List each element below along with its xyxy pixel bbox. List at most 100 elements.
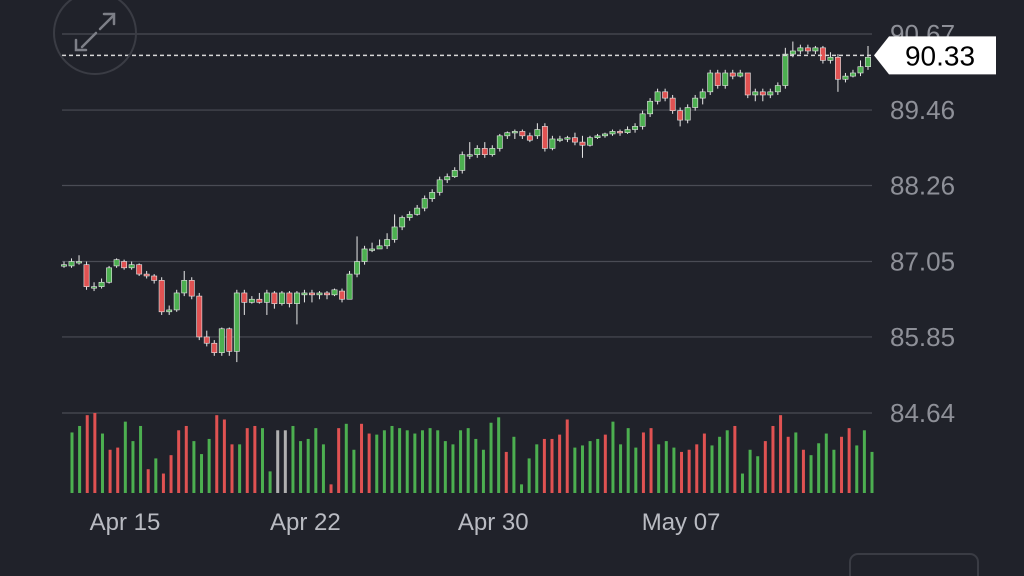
volume-bar (710, 445, 714, 493)
candle (564, 135, 571, 143)
volume-bar (794, 432, 798, 493)
volume-bar (520, 484, 524, 493)
volume-bar (489, 422, 493, 493)
volume-bar (375, 434, 379, 493)
volume-bar (139, 425, 143, 493)
candle (474, 145, 481, 158)
candle (865, 45, 871, 70)
volume-bar (809, 455, 813, 493)
candle (226, 327, 233, 356)
candle (684, 104, 691, 124)
x-tick-label: Apr 15 (90, 509, 161, 536)
candle (339, 288, 345, 303)
candle (361, 245, 368, 265)
volume-bar (184, 425, 188, 493)
candle (767, 88, 774, 99)
range-selector-button[interactable] (849, 553, 979, 576)
volume-bar (801, 449, 805, 493)
expand-button[interactable] (53, 0, 137, 75)
volume-bar (253, 425, 257, 493)
candle (526, 132, 533, 143)
candle (624, 126, 631, 134)
candle (384, 233, 391, 249)
volume-bar (580, 445, 584, 493)
candle (376, 239, 383, 250)
volume-bar (641, 432, 645, 493)
candle (256, 292, 263, 304)
candle (617, 129, 623, 136)
volume-bar (542, 438, 546, 493)
volume-bar (748, 449, 752, 493)
volume-bar (779, 415, 783, 493)
candle (211, 340, 218, 356)
volume-bar (718, 436, 722, 493)
volume-bar (443, 441, 447, 493)
candle (113, 258, 120, 268)
candle (278, 291, 285, 306)
candle (331, 288, 338, 297)
volume-bar (535, 444, 539, 493)
volume-bar (398, 428, 402, 493)
volume-bar (200, 454, 204, 493)
volume-bar (649, 428, 653, 493)
candle (429, 189, 436, 202)
candle (83, 261, 90, 290)
candle (481, 142, 488, 158)
volume-bar (390, 425, 394, 493)
candle (106, 265, 113, 284)
volume-bar (634, 447, 638, 493)
volume-bar (817, 443, 821, 493)
volume-bar (230, 444, 234, 493)
candle (466, 142, 473, 160)
volume-bar (70, 432, 74, 493)
volume-bar (154, 458, 158, 493)
candle (309, 289, 315, 303)
volume-bar (299, 441, 303, 493)
volume-bar (558, 434, 562, 493)
volume-bar (771, 425, 775, 493)
volume-bar (527, 458, 531, 493)
y-tick-label: 84.64 (890, 398, 955, 428)
candle (594, 133, 601, 139)
volume-bar (451, 444, 455, 493)
candle (121, 259, 128, 270)
volume-bar (85, 415, 89, 493)
volume-bar (367, 433, 371, 493)
volume-bar (116, 447, 120, 493)
x-axis: Apr 15 Apr 22 Apr 30 May 07 (90, 509, 721, 536)
x-tick-label: Apr 22 (270, 509, 341, 536)
volume-bar (657, 444, 661, 493)
volume-bar (588, 441, 592, 493)
candle (519, 129, 526, 139)
candle (158, 277, 165, 315)
candle (511, 129, 518, 139)
volume-bar (725, 430, 729, 493)
candle (579, 135, 586, 158)
candle (233, 289, 240, 363)
price-tag-label: 90.33 (905, 40, 975, 71)
volume-bar (291, 425, 295, 493)
candle (669, 94, 676, 114)
volume-bar (664, 441, 668, 493)
volume-bar (245, 428, 249, 493)
candle (850, 69, 856, 78)
volume-bar (161, 473, 165, 493)
volume-bar (855, 445, 859, 493)
candle (639, 110, 646, 130)
volume-bar (740, 473, 744, 493)
y-tick-label: 85.85 (890, 322, 955, 352)
y-tick-label: 89.46 (890, 95, 955, 125)
candle (534, 123, 541, 139)
volume-bar (436, 430, 440, 493)
candles (61, 41, 871, 363)
candle (804, 44, 811, 55)
candle (541, 123, 548, 152)
candle (677, 107, 684, 127)
volume-bar (321, 444, 325, 493)
candle (819, 45, 826, 64)
volume-bar (550, 438, 554, 493)
candle (286, 291, 293, 308)
candle (759, 88, 766, 102)
